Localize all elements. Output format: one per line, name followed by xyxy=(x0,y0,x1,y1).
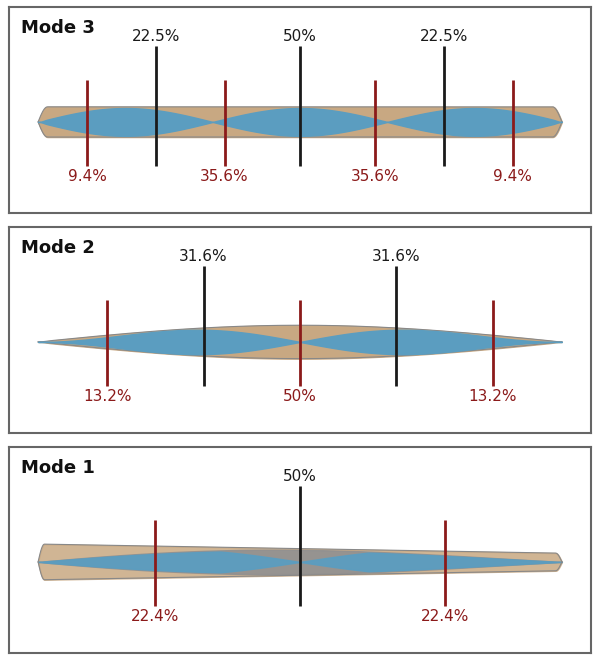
Text: 22.4%: 22.4% xyxy=(131,609,179,624)
Text: 31.6%: 31.6% xyxy=(372,249,421,265)
Text: Mode 3: Mode 3 xyxy=(20,18,95,36)
Text: 13.2%: 13.2% xyxy=(469,389,517,404)
Text: 50%: 50% xyxy=(283,30,317,44)
Text: 22.4%: 22.4% xyxy=(421,609,469,624)
Text: 9.4%: 9.4% xyxy=(68,169,107,184)
Text: 50%: 50% xyxy=(283,469,317,484)
Text: 50%: 50% xyxy=(283,389,317,404)
Text: 13.2%: 13.2% xyxy=(83,389,131,404)
Text: Mode 2: Mode 2 xyxy=(20,238,95,257)
Text: 9.4%: 9.4% xyxy=(493,169,532,184)
Text: 22.5%: 22.5% xyxy=(132,30,180,44)
Text: 22.5%: 22.5% xyxy=(420,30,468,44)
Text: 31.6%: 31.6% xyxy=(179,249,228,265)
Text: 35.6%: 35.6% xyxy=(351,169,400,184)
Text: Mode 1: Mode 1 xyxy=(20,459,95,477)
Text: 35.6%: 35.6% xyxy=(200,169,249,184)
